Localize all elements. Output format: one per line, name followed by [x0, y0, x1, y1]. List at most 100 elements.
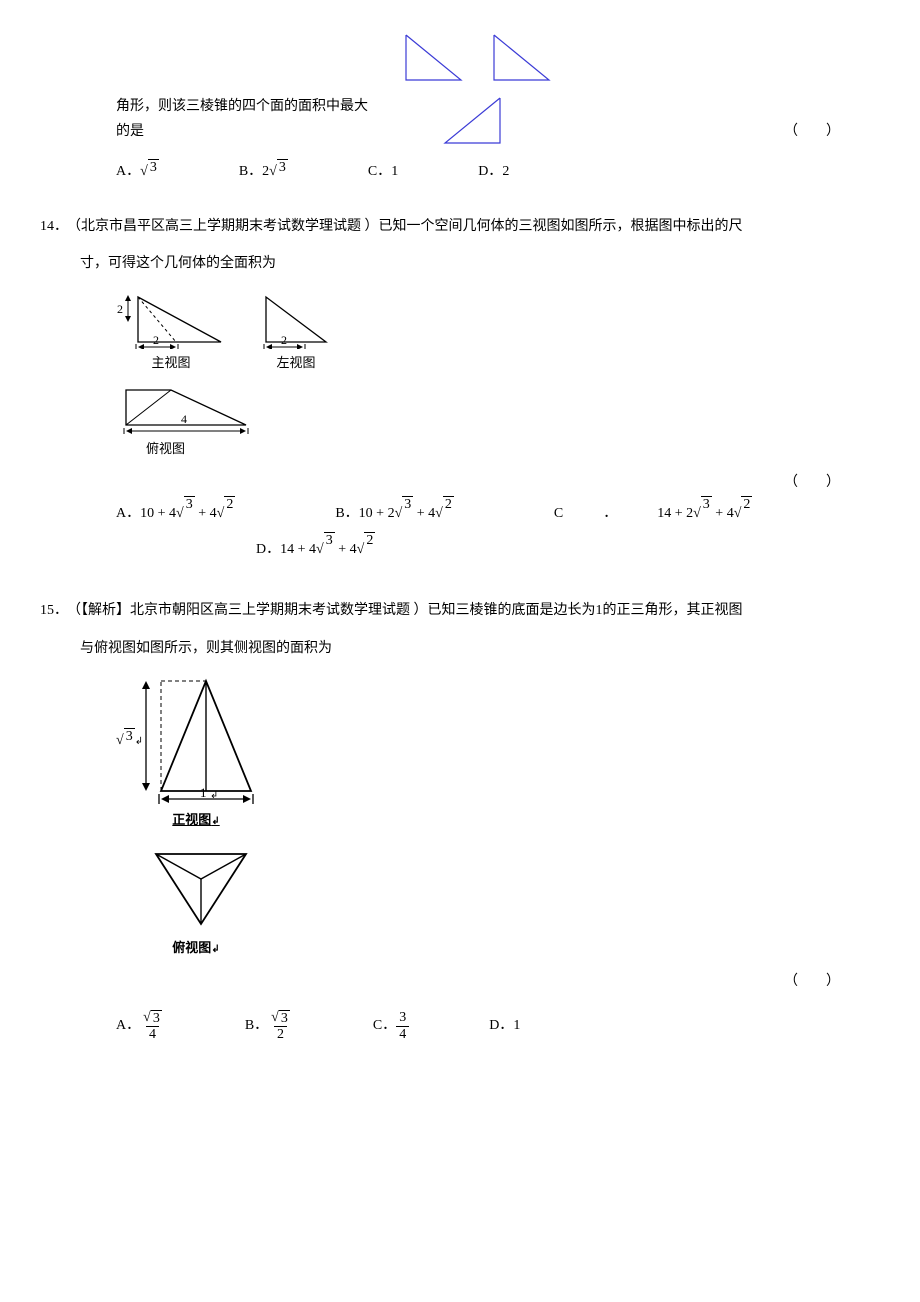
q15-option-b: B． √3 2 [245, 1010, 293, 1043]
q13-line-with-figures: 角形，则该三棱锥的四个面的面积中最大的是 （ ） [40, 30, 880, 144]
q14-option-d: D． 14 + 4√3 + 4√2 [256, 532, 780, 568]
plus2: + [198, 506, 206, 521]
q15-stem-line1: 已知三棱锥的底面是边长为1的正三角形，其正视图 [428, 603, 743, 618]
c3: 4 [727, 506, 734, 521]
den: 4 [146, 1026, 159, 1042]
q14-option-b: B． 10 + 2√3 + 4√2 [335, 496, 454, 532]
c-dot: ． [603, 496, 617, 532]
q15-paren: （ ） [784, 969, 840, 994]
plus: + [158, 506, 166, 521]
option-value: 1 [513, 1013, 520, 1038]
r3: 2 [364, 532, 375, 548]
q13-option-d: D． 2 [478, 159, 509, 184]
q14-stem-line1: 已知一个空间几何体的三视图如图所示，根据图中标出的尺 [379, 219, 743, 234]
q15-option-d: D． 1 [489, 1013, 520, 1038]
r2: 3 [402, 496, 413, 512]
t1: 10 [359, 506, 373, 521]
plus2: + [715, 506, 723, 521]
c2: 2 [686, 506, 693, 521]
r3: 2 [443, 496, 454, 512]
plus: + [376, 506, 384, 521]
question-13: 角形，则该三棱锥的四个面的面积中最大的是 （ ） A． √3 B． 2 [40, 30, 880, 184]
plus2: + [338, 542, 346, 557]
den: 4 [396, 1026, 409, 1042]
q15-top-view: 俯视图↲ [116, 839, 276, 959]
q15-source: （【解析】北京市朝阳区高三上学期期末考试数学理试题 ） [74, 603, 428, 618]
plus: + [298, 542, 306, 557]
question-15: 15． （【解析】北京市朝阳区高三上学期期末考试数学理试题 ）已知三棱锥的底面是边… [40, 598, 880, 1042]
sqrt-expr: √3 [140, 159, 159, 184]
q14-left-w-above: 2 [281, 333, 287, 347]
fraction: 3 4 [396, 1010, 409, 1042]
q13-triangle-1 [396, 30, 466, 85]
q15-stem: 15． （【解析】北京市朝阳区高三上学期期末考试数学理试题 ）已知三棱锥的底面是边… [40, 598, 880, 660]
option-letter: B． [239, 159, 262, 184]
option-value: 1 [391, 159, 398, 184]
option-letter: B． [335, 496, 358, 532]
option-letter: D． [256, 532, 280, 568]
q15-options: A． √3 4 B． √3 2 C． 3 4 D． 1 [40, 1010, 880, 1043]
q13-triangle-2 [484, 30, 554, 85]
q14-front-view: 2 2 主视图 [116, 287, 226, 374]
q15-option-a: A． √3 4 [116, 1010, 165, 1043]
q15-top-svg [116, 839, 276, 934]
q15-top-label: 俯视图 [172, 940, 211, 955]
q14-stem: 14． （北京市昌平区高三上学期期末考试数学理试题 ）已知一个空间几何体的三视图如… [40, 214, 880, 276]
option-letter: C． [373, 1013, 396, 1038]
q13-triangle-3 [440, 93, 510, 148]
q14-top-svg: 4 [116, 380, 256, 435]
q14-paren-row: （ ） [40, 470, 880, 495]
q14-source: （北京市昌平区高三上学期期末考试数学理试题 ） [74, 219, 379, 234]
c2: 4 [169, 506, 176, 521]
q15-paren-row: （ ） [40, 969, 880, 994]
option-letter: B． [245, 1013, 268, 1038]
c2: 4 [309, 542, 316, 557]
option-letter: D． [489, 1013, 513, 1038]
c3: 4 [428, 506, 435, 521]
q14-front-w-above: 2 [153, 333, 159, 347]
r3: 2 [224, 496, 235, 512]
q15-stem-line2: 与俯视图如图所示，则其侧视图的面积为 [40, 636, 880, 661]
num: 3 [396, 1010, 409, 1025]
q14-top-w-above: 4 [181, 412, 187, 426]
option-letter: A． [116, 159, 140, 184]
q14-top-label: 俯视图 [116, 437, 256, 460]
q14-options: A． 10 + 4√3 + 4√2 B． 10 + 2√3 + 4√2 [40, 496, 880, 569]
sqrt-expr: √3 [269, 159, 288, 184]
fraction: √3 2 [268, 1010, 293, 1043]
q14-front-label: 主视图 [116, 351, 226, 374]
q14-front-h: 2 [117, 302, 123, 316]
q15-height-label: √3↲ [116, 728, 143, 753]
r3: 2 [741, 496, 752, 512]
coef: 2 [262, 159, 269, 184]
q14-stem-line2: 寸，可得这个几何体的全面积为 [40, 251, 880, 276]
q15-number: 15． [40, 603, 68, 618]
q14-left-view: 2 左视图 [256, 287, 336, 374]
option-letter: D． [478, 159, 502, 184]
q14-top-view: 4 俯视图 [116, 380, 256, 460]
q13-options: A． √3 B． 2 √3 C． 1 D． 2 [40, 159, 880, 184]
t1: 10 [140, 506, 154, 521]
q14-left-svg: 2 [256, 287, 336, 349]
q15-front-view: 1 ↲ √3↲ 正视图↲ [116, 671, 276, 831]
q14-number: 14． [40, 219, 68, 234]
q14-option-a: A． 10 + 4√3 + 4√2 [116, 496, 235, 532]
q14-figures: 2 2 主视图 [116, 287, 880, 461]
t1: 14 [657, 506, 671, 521]
r2: 3 [324, 532, 335, 548]
c3: 4 [350, 542, 357, 557]
fraction: √3 4 [140, 1010, 165, 1043]
option-letter: C． [368, 159, 391, 184]
q13-option-a: A． √3 [116, 159, 159, 184]
r2: 3 [701, 496, 712, 512]
c3: 4 [210, 506, 217, 521]
q13-three-views [396, 30, 554, 148]
q13-option-c: C． 1 [368, 159, 398, 184]
plus2: + [417, 506, 425, 521]
q13-option-b: B． 2 √3 [239, 159, 288, 184]
den: 2 [274, 1026, 287, 1042]
t1: 14 [280, 542, 294, 557]
option-letter: A． [116, 1013, 140, 1038]
option-letter: C [554, 496, 563, 532]
r2: 3 [184, 496, 195, 512]
